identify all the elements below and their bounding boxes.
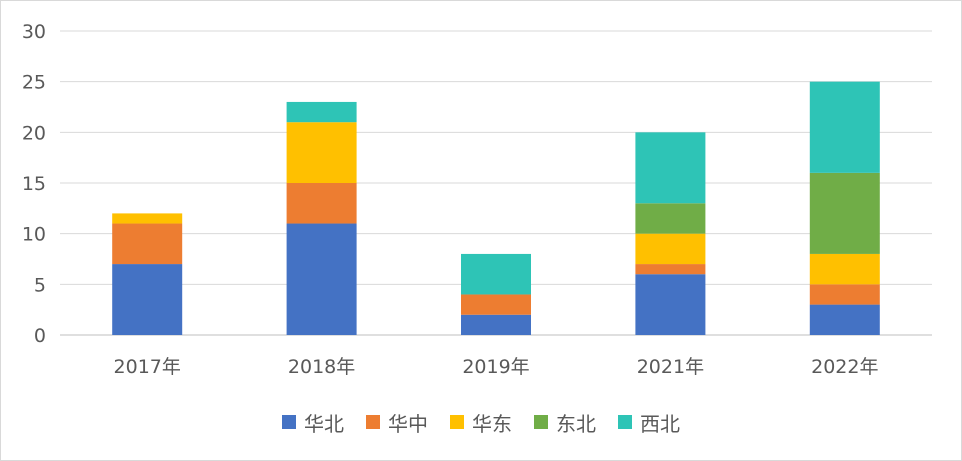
bar-segment [286, 223, 357, 335]
bar-segment [635, 274, 706, 335]
y-axis-ticks: 0 5 10 15 20 25 30 [22, 21, 46, 347]
bar-segment [286, 101, 357, 123]
stacked-bar-chart: 0 5 10 15 20 25 30 2017年 2018年 2019年 2021年 2022年 [22, 21, 932, 378]
y-tick-label: 10 [22, 224, 46, 246]
x-tick-label: 2022年 [811, 356, 878, 378]
legend-item: 华东 [450, 408, 512, 437]
legend-label: 华中 [388, 411, 428, 436]
x-tick-label: 2021年 [637, 356, 704, 378]
bar-segment [809, 304, 880, 335]
legend-swatch [618, 415, 632, 429]
bar-segment [635, 264, 706, 275]
legend-label: 西北 [640, 411, 680, 436]
bar-segment [286, 183, 357, 224]
bar-segment [112, 264, 183, 335]
bar-segment [809, 253, 880, 285]
y-tick-label: 30 [22, 21, 46, 43]
legend-swatch [450, 415, 464, 429]
legend: 华北 华中 华东 东北 西北 [0, 404, 962, 440]
bar-segment [809, 172, 880, 254]
x-tick-label: 2018年 [288, 356, 355, 378]
y-tick-label: 20 [22, 122, 46, 144]
legend-label: 东北 [556, 411, 596, 436]
x-axis-labels: 2017年 2018年 2019年 2021年 2022年 [114, 356, 879, 378]
bar-segment [112, 223, 183, 265]
y-tick-label: 0 [34, 325, 46, 347]
legend-label: 华北 [304, 411, 344, 436]
x-tick-label: 2019年 [462, 356, 529, 378]
legend-item: 华中 [366, 408, 428, 437]
bar-segment [809, 81, 880, 173]
bar-segment [112, 213, 183, 224]
bar-segment [461, 294, 531, 315]
legend-swatch [366, 415, 380, 429]
y-tick-label: 15 [22, 173, 46, 195]
legend-label: 华东 [472, 411, 512, 436]
legend-item: 西北 [618, 408, 680, 437]
x-tick-label: 2017年 [114, 356, 181, 378]
bar-segment [635, 203, 706, 234]
gridlines [60, 30, 932, 336]
y-tick-label: 25 [22, 72, 46, 94]
legend-item: 华北 [282, 408, 344, 437]
bar-segment [635, 233, 706, 265]
bar-segment [809, 284, 880, 305]
y-tick-label: 5 [34, 274, 46, 296]
legend-swatch [282, 415, 296, 429]
legend-item: 东北 [534, 408, 596, 437]
bars [112, 81, 880, 335]
bar-segment [286, 122, 357, 183]
bar-segment [461, 253, 531, 295]
bar-segment [461, 314, 531, 335]
legend-swatch [534, 415, 548, 429]
bar-segment [635, 132, 706, 204]
